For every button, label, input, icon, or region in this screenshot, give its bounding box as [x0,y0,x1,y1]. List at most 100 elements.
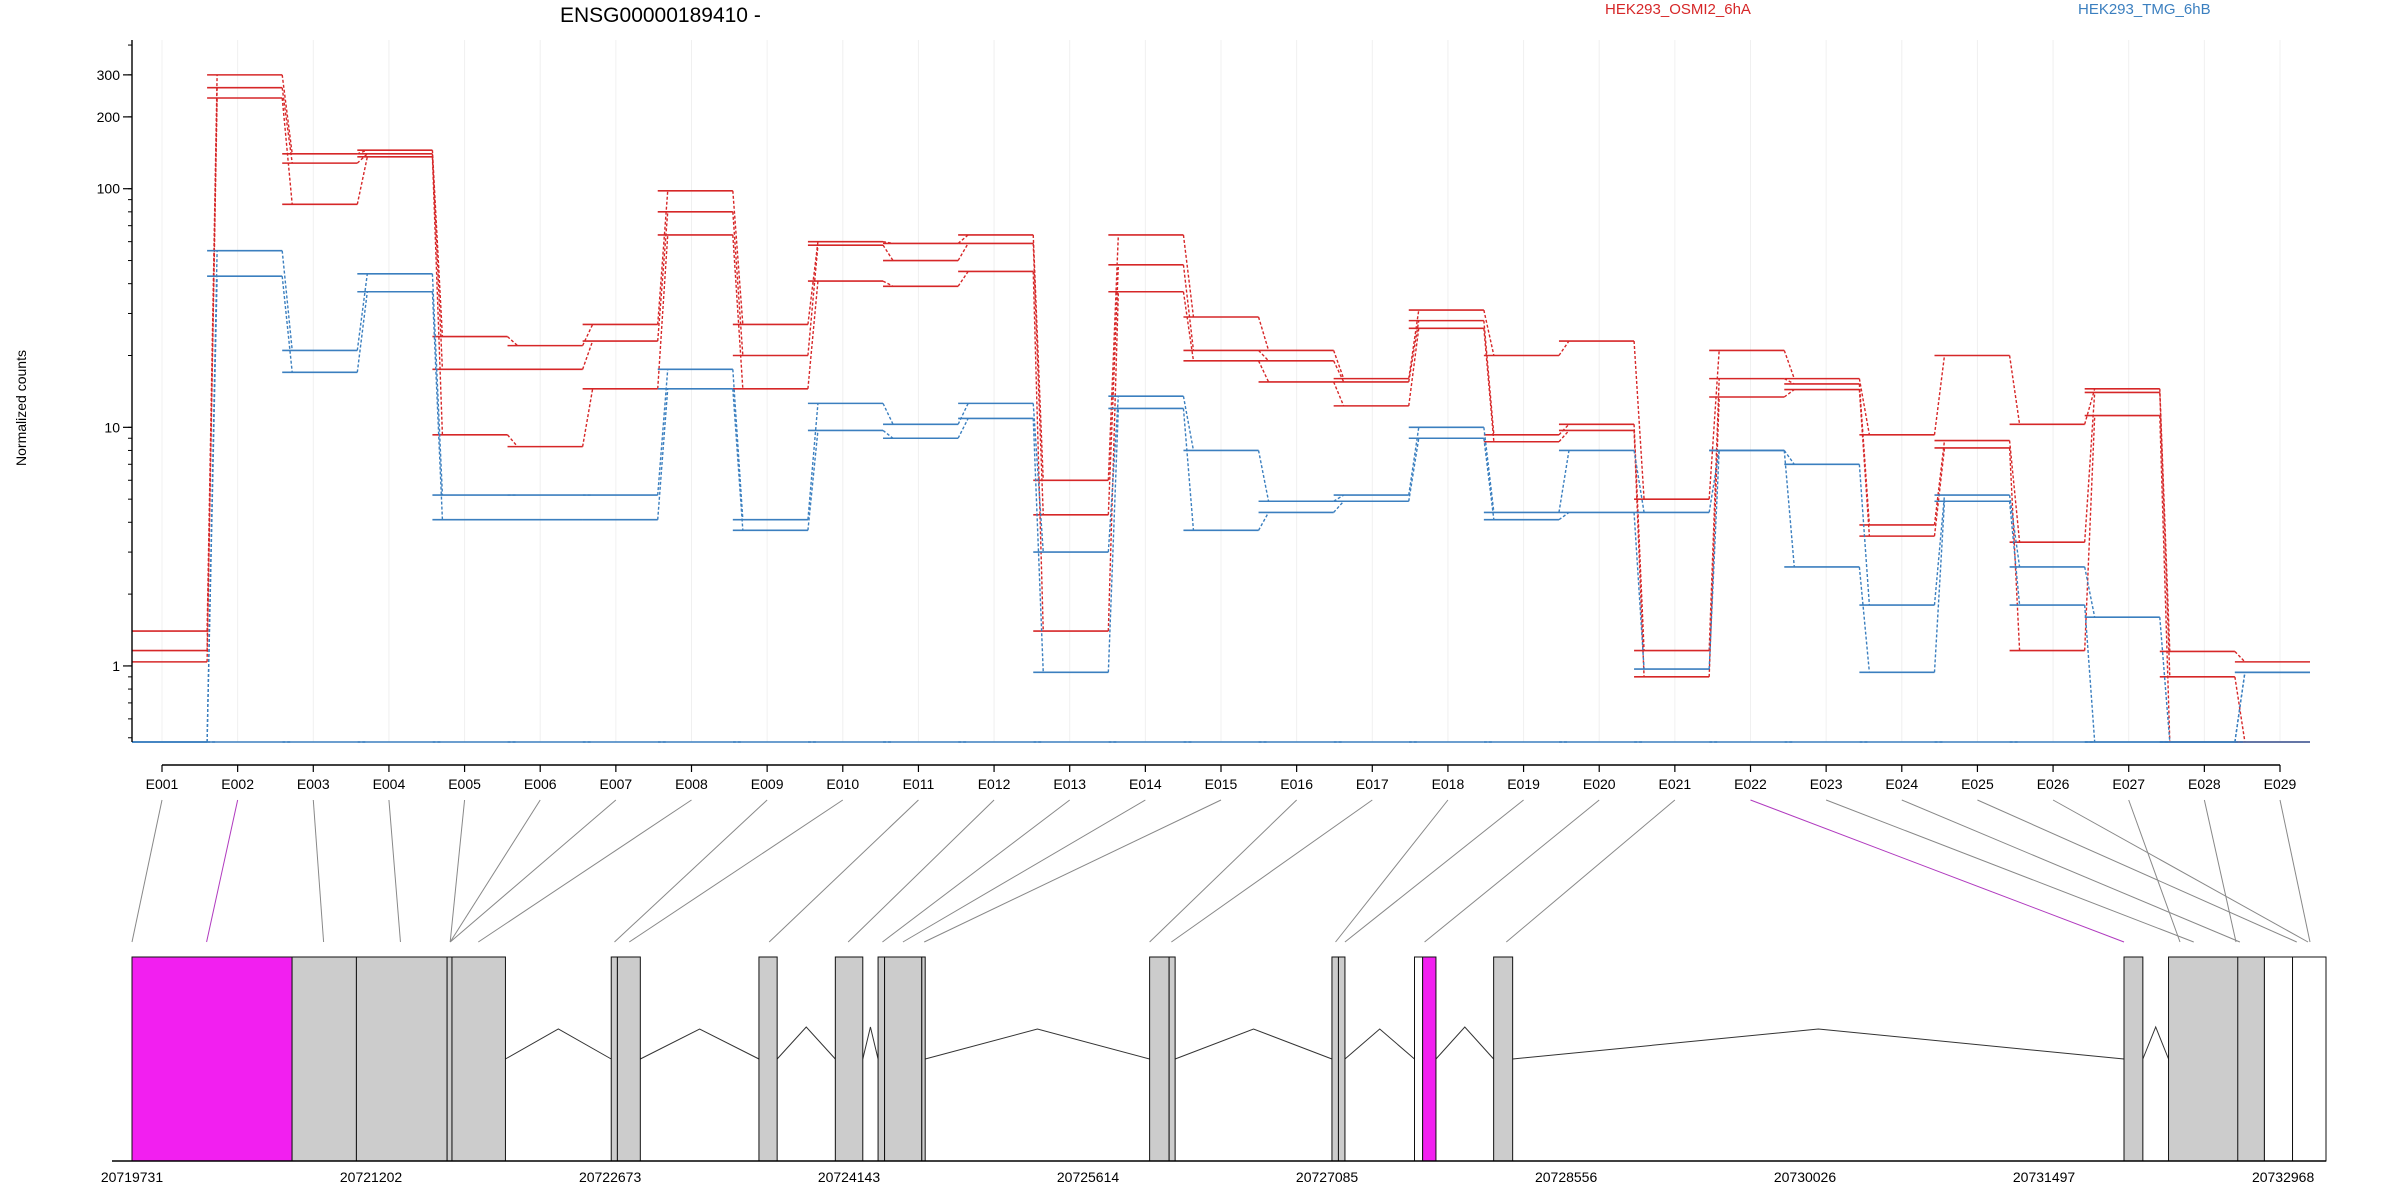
connector-e010 [628,799,844,943]
x-tick-label-e019: E019 [1507,776,1540,792]
exon-block [131,956,293,1162]
series-transition [732,234,744,389]
connector-e007 [449,799,617,943]
coordinate-tick-label: 20719731 [101,1169,164,1185]
connector-e008 [478,799,692,943]
series-transition [732,369,744,520]
series-transition [581,340,594,370]
exon-block [877,956,886,1162]
series-transition [657,234,669,389]
series-transition [281,74,293,154]
series-transition [1558,423,1570,436]
exon-block [1331,956,1339,1162]
connector-e024 [1901,799,2241,943]
series-transition [1783,378,1795,385]
legend-tmg: HEK293_TMG_6hB [2078,1,2211,18]
series-transition [507,336,518,347]
series-transition [807,245,819,356]
connector-e023 [1825,799,2194,943]
series-transition [1858,566,1871,673]
x-tick-label-e003: E003 [297,776,330,792]
series-transition [356,273,369,351]
grid [161,40,2281,742]
x-tick-label-e021: E021 [1659,776,1692,792]
series-transition [1408,328,1420,406]
series-transition [2234,650,2246,663]
series-transition [431,156,444,435]
series-transition [882,240,894,245]
series-transition [1483,438,1495,520]
series-transition [1933,447,1946,537]
series-transition [1483,328,1495,442]
exon-block [291,956,357,1162]
intron [776,1026,836,1060]
series-transition [1107,396,1120,553]
y-tick-label: 300 [97,67,121,83]
series-transition [206,276,218,743]
exon-block [2292,956,2327,1162]
series-transition [2008,501,2021,606]
y-tick-label: 1 [112,658,120,674]
exon-block [610,956,618,1162]
intron [1512,1028,2125,1060]
x-tick-label-e016: E016 [1280,776,1313,792]
x-tick-label-e015: E015 [1205,776,1238,792]
intron [1344,1028,1415,1060]
series-transition [1408,309,1420,379]
coordinate-tick-label: 20721202 [340,1169,403,1185]
x-tick-label-e002: E002 [221,776,254,792]
exon-connectors [131,799,2311,943]
connector-e003 [312,799,325,943]
connector-e028 [2203,799,2237,943]
x-tick-label-e027: E027 [2112,776,2145,792]
exon-block [446,956,453,1162]
series-transition [732,190,744,325]
x-tick-label-e022: E022 [1734,776,1767,792]
series-layer [132,74,2310,743]
series-transition [1708,450,1720,513]
series-transition [1182,291,1195,361]
connector-e026 [2052,799,2309,943]
series-transition [882,429,894,439]
intron [640,1028,760,1060]
series-transition [2008,447,2021,651]
exon-block [921,956,926,1162]
gene-model: 20719731 20721202 20722673 20724143 20725614… [101,956,2327,1185]
exon-block [1168,956,1176,1162]
y-tick-label: 100 [97,181,121,197]
series-transition [1332,350,1345,379]
legend-osmi: HEK293_OSMI2_6hA [1605,1,1751,18]
series-transition [807,241,819,325]
series-transition [2008,355,2021,425]
series-transition [1783,450,1795,465]
connector-e011 [768,799,919,943]
series-transition [2159,415,2171,743]
intron [2142,1025,2169,1060]
series-osmi-3 [132,97,2310,743]
exon-block [1422,956,1437,1162]
exon-block [451,956,506,1162]
series-transition [1483,309,1495,356]
x-tick-label-e009: E009 [751,776,784,792]
series-transition [356,291,369,373]
series-transition [1933,495,1946,606]
series-transition [1333,381,1345,407]
exon-block [2168,956,2243,1162]
coordinate-tick-label: 20725614 [1057,1169,1120,1185]
connector-e022 [1750,799,2125,943]
x-tick-label-e010: E010 [826,776,859,792]
series-transition [506,434,519,448]
series-transition [1032,243,1044,515]
x-tick-label-e012: E012 [978,776,1011,792]
series-transition [281,250,293,351]
x-tick-label-e004: E004 [373,776,406,792]
axes: 1 10 100 200 300 E001 E002 E003 E004 E005 E006 E007… [97,40,2297,792]
intron [862,1026,879,1060]
exon-block [1149,956,1170,1162]
series-transition [1933,440,1946,525]
series-transition [807,430,819,531]
series-transition [1182,264,1195,351]
series-transition [1858,378,1871,435]
series-transition [1408,438,1420,502]
